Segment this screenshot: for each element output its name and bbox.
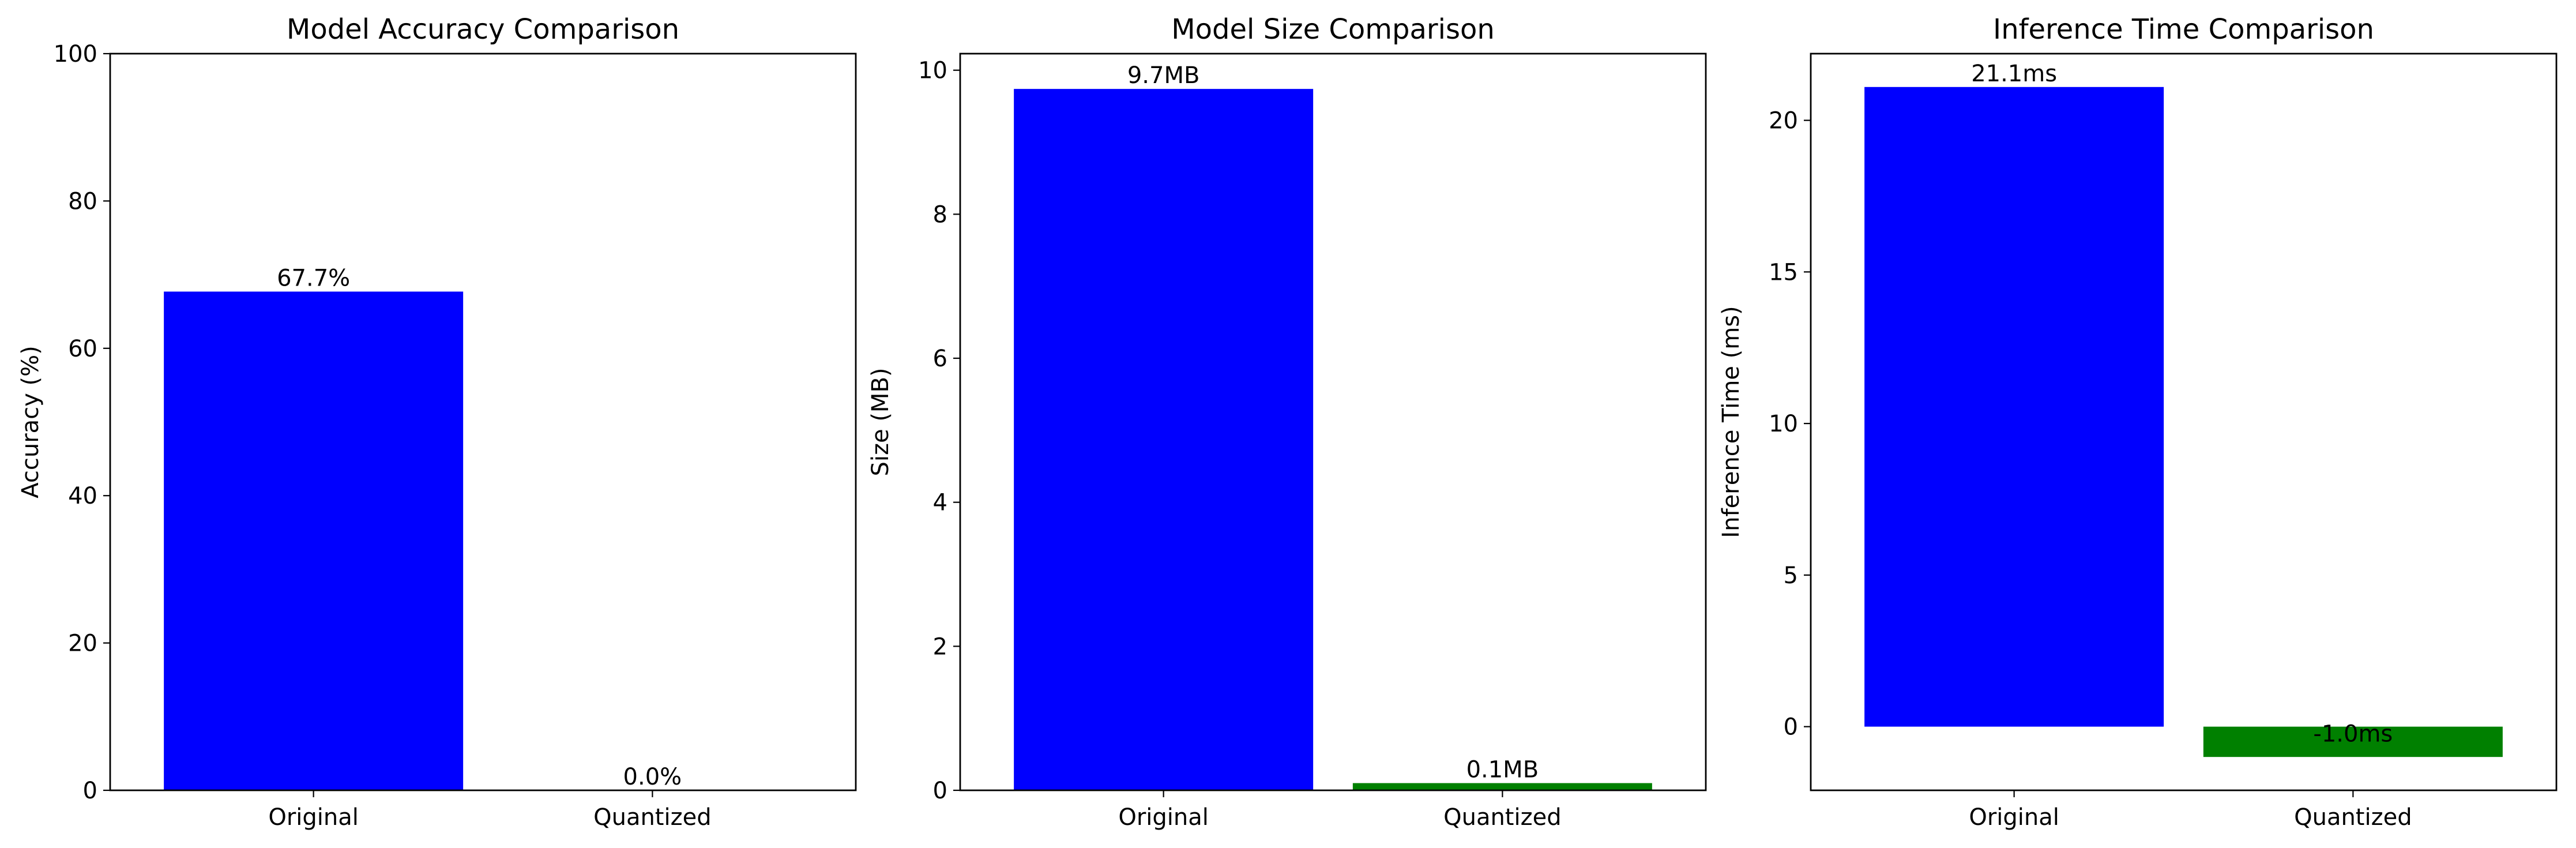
bar-original (1864, 87, 2164, 727)
x-tick-label-original: Original (1118, 804, 1209, 831)
data-label-original: 67.7% (277, 265, 350, 291)
y-tick-label: 40 (68, 483, 97, 509)
x-tick-label-quantized: Quantized (2294, 804, 2412, 831)
y-tick-label: 20 (68, 631, 97, 657)
y-tick-label: 0 (83, 778, 97, 804)
bar-quantized (2203, 726, 2503, 757)
data-label-quantized: 0.1MB (1466, 757, 1539, 783)
chart-title: Model Accuracy Comparison (287, 13, 679, 46)
x-tick-label-original: Original (1969, 804, 2059, 831)
y-tick-label: 0 (1784, 714, 1798, 741)
y-tick-label: 10 (1769, 411, 1798, 437)
bar-original (164, 291, 464, 790)
y-tick-label: 80 (68, 188, 97, 215)
y-axis-title: Accuracy (%) (17, 346, 44, 498)
chart-panel-1: 67.7% 0.0% 0 20 40 60 80 100 Original Quantized Ac… (17, 13, 857, 831)
y-tick-label: 4 (933, 490, 947, 516)
y-tick-label: 5 (1784, 562, 1798, 589)
axes-frame (1810, 52, 2558, 791)
y-tick-label: 6 (933, 346, 947, 372)
data-label-quantized: 0.0% (623, 764, 682, 790)
y-tick-label: 60 (68, 336, 97, 362)
bar-original (1014, 89, 1314, 791)
y-tick-label: 15 (1769, 259, 1798, 286)
y-tick-label: 20 (1769, 108, 1798, 134)
chart-panel-3: 21.1ms -1.0ms 0 5 10 15 20 Original Quantized Inf… (1718, 13, 2558, 831)
chart-title: Inference Time Comparison (1993, 13, 2374, 46)
y-tick-label: 10 (918, 58, 947, 84)
axes-frame (959, 52, 1707, 791)
data-label-quantized: -1.0ms (2313, 721, 2393, 748)
y-tick-label: 2 (933, 633, 947, 660)
y-axis-title: Size (MB) (867, 368, 894, 476)
y-tick-label: 0 (933, 778, 947, 804)
axes-frame (109, 52, 857, 791)
x-tick-label-quantized: Quantized (1443, 804, 1562, 831)
chart-title: Model Size Comparison (1171, 13, 1495, 46)
data-label-original: 21.1ms (1971, 61, 2057, 87)
chart-panel-2: 9.7MB 0.1MB 0 2 4 6 8 10 Original Quantized Size (… (867, 13, 1707, 831)
y-tick-label: 8 (933, 201, 947, 228)
x-tick-label-quantized: Quantized (593, 804, 712, 831)
y-tick-label: 100 (54, 41, 97, 67)
bar-quantized (1352, 783, 1652, 790)
x-tick-label-original: Original (268, 804, 359, 831)
y-axis-title: Inference Time (ms) (1718, 306, 1744, 538)
data-label-original: 9.7MB (1127, 62, 1200, 89)
